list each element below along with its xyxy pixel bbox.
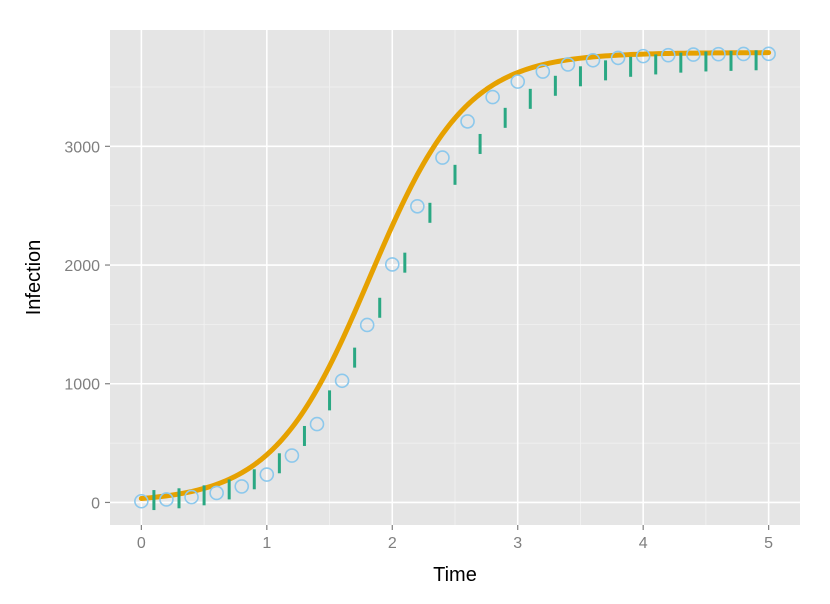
data-point-circle: [134, 493, 149, 509]
x-tick-label: 1: [262, 535, 271, 552]
x-tick-label: 4: [639, 535, 648, 552]
data-point-circle: [660, 47, 676, 63]
vertical-tick-series: [152, 50, 758, 511]
data-point-circle: [761, 46, 776, 62]
data-point-circle: [209, 485, 224, 501]
data-point-circle: [359, 317, 375, 333]
circle-series: [134, 46, 776, 509]
y-tick-label: 2000: [64, 258, 100, 275]
data-point-circle: [535, 64, 551, 79]
data-point-circle: [234, 479, 250, 494]
data-point-circle: [560, 57, 576, 72]
data-point-circle: [610, 50, 626, 66]
data-point-circle: [510, 74, 526, 89]
data-point-circle: [159, 492, 174, 507]
data-point-circle: [460, 114, 475, 129]
data-point-circle: [410, 198, 425, 214]
x-axis: 0 1 2 3 4 5: [137, 525, 773, 552]
fitted-curve-layer: [138, 50, 772, 502]
y-tick-label: 0: [91, 495, 100, 512]
fitted-curve-line: [138, 50, 772, 502]
data-point-circle: [686, 47, 701, 62]
data-point-circle: [309, 416, 325, 432]
x-tick-label: 0: [137, 535, 146, 552]
data-point-circle: [284, 448, 300, 463]
data-point-circle: [184, 489, 199, 505]
y-axis: 0 1000 2000 3000: [64, 139, 110, 512]
y-tick-label: 3000: [64, 139, 100, 156]
grid-minor: [110, 30, 800, 525]
data-point-circle: [259, 467, 275, 482]
y-tick-label: 1000: [64, 377, 100, 394]
data-point-circle: [585, 52, 601, 68]
x-tick-label: 3: [513, 535, 522, 552]
data-point-circle: [384, 257, 400, 272]
x-tick-label: 5: [764, 535, 773, 552]
data-point-circle: [736, 46, 751, 62]
x-axis-title: Time: [433, 564, 477, 586]
x-tick-label: 2: [388, 535, 397, 552]
data-point-circle: [485, 89, 500, 105]
grid-major: [110, 30, 800, 525]
data-point-circle: [334, 373, 350, 389]
data-point-circle: [711, 46, 726, 62]
y-axis-title: Infection: [23, 240, 45, 316]
data-point-circle: [635, 48, 651, 64]
data-point-circle: [435, 150, 450, 165]
